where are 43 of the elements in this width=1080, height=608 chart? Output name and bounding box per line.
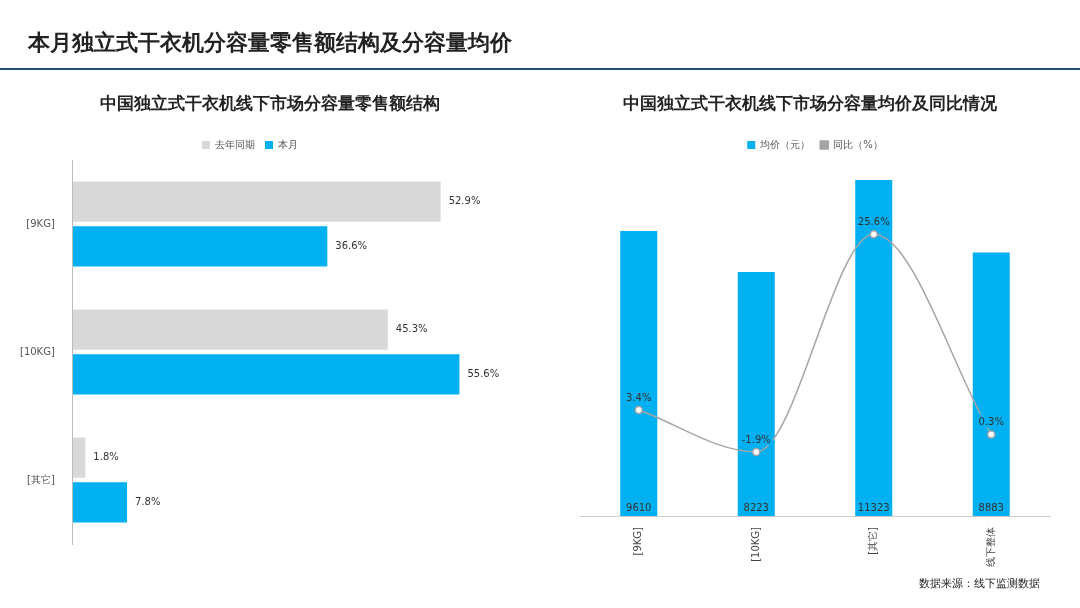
bar xyxy=(855,180,893,516)
x-tick-label: [9KG] xyxy=(632,526,644,556)
data-label: 55.6% xyxy=(467,367,500,379)
bar xyxy=(972,252,1010,516)
data-label: 45.3% xyxy=(395,323,428,335)
bar xyxy=(72,181,441,222)
data-label: 7.8% xyxy=(135,495,161,507)
y-tick-label: [10KG] xyxy=(19,345,55,357)
chart-title: 本月独立式干衣机分容量零售额结构及分容量均价 xyxy=(28,29,512,57)
data-label: 36.6% xyxy=(335,239,368,251)
source-note: 数据来源：线下监测数据 xyxy=(919,576,1040,591)
chart-subtitle: 中国独立式干衣机线下市场分容量零售额结构 xyxy=(99,92,441,115)
bar xyxy=(72,309,388,350)
point xyxy=(634,405,643,415)
y-tick-label: [9KG] xyxy=(26,217,55,229)
bar xyxy=(737,272,775,516)
data-label: 3.4% xyxy=(626,391,652,403)
data-label: 11323 xyxy=(857,501,890,513)
data-label: 9610 xyxy=(626,501,652,513)
data-label: -1.9% xyxy=(741,433,771,445)
point xyxy=(987,430,996,439)
legend-label: 去年同期 xyxy=(215,138,255,150)
bar xyxy=(72,437,86,478)
data-label: 8223 xyxy=(743,501,769,513)
legend-label: 本月 xyxy=(278,138,298,150)
legend-label: 均价（元） xyxy=(759,138,811,150)
x-tick-label: [10KG] xyxy=(749,526,761,562)
y-tick-label: [其它] xyxy=(27,473,55,485)
bar xyxy=(72,482,128,523)
x-tick-label: [其它] xyxy=(867,526,879,555)
data-label: 1.8% xyxy=(93,451,119,463)
data-label: 0.3% xyxy=(978,416,1004,428)
point xyxy=(869,230,878,239)
point xyxy=(752,447,761,457)
chart-title: 中国独立式干衣机线下市场分容量均价及同比情况 xyxy=(622,92,998,115)
bar xyxy=(72,226,328,267)
bar xyxy=(620,230,658,516)
data-label: 8883 xyxy=(978,501,1004,513)
legend-label: 同比（%） xyxy=(833,138,883,150)
bar xyxy=(72,354,460,395)
data-label: 52.9% xyxy=(448,195,481,207)
data-label: 25.6% xyxy=(857,215,890,227)
x-tick-label: 线下整体 xyxy=(984,527,996,567)
